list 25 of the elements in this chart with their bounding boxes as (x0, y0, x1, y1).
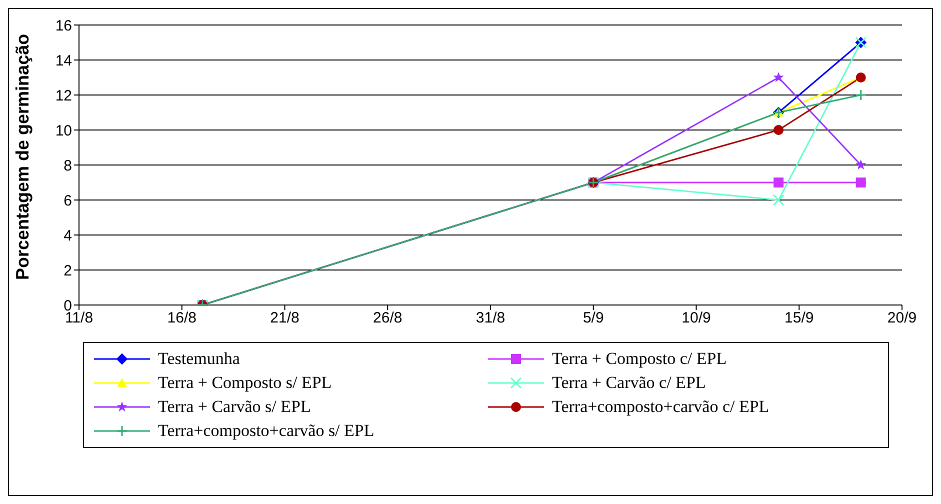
x-tick-label: 16/8 (167, 310, 196, 327)
x-tick-label: 5/9 (582, 310, 604, 327)
legend-label: Testemunha (158, 349, 240, 369)
legend-label: Terra+composto+carvão s/ EPL (158, 421, 374, 441)
legend-label: Terra + Composto s/ EPL (158, 373, 332, 393)
x-tick-label: 20/9 (887, 310, 917, 327)
y-tick-label: 16 (55, 17, 72, 34)
legend-label: Terra + Composto c/ EPL (552, 349, 727, 369)
x-tick-label: 26/8 (373, 310, 402, 327)
x-tick-label: 10/9 (682, 310, 711, 327)
x-tick-label: 21/8 (270, 310, 300, 327)
y-tick-label: 10 (55, 122, 72, 140)
x-tick-label: 31/8 (476, 310, 506, 327)
x-tick-label: 11/8 (64, 310, 94, 327)
y-tick-label: 8 (64, 157, 72, 174)
y-tick-label: 4 (64, 227, 72, 244)
legend-label: Terra+composto+carvão c/ EPL (552, 397, 770, 417)
y-tick-label: 2 (64, 262, 72, 280)
x-tick-label: 15/9 (784, 310, 814, 327)
legend-label: Terra + Carvão c/ EPL (552, 373, 706, 393)
y-axis-title: Porcentagem de germinação (12, 34, 32, 280)
y-tick-label: 6 (64, 192, 72, 210)
y-tick-label: 12 (55, 87, 72, 104)
legend-label: Terra + Carvão s/ EPL (158, 397, 311, 417)
y-tick-label: 14 (55, 52, 72, 70)
